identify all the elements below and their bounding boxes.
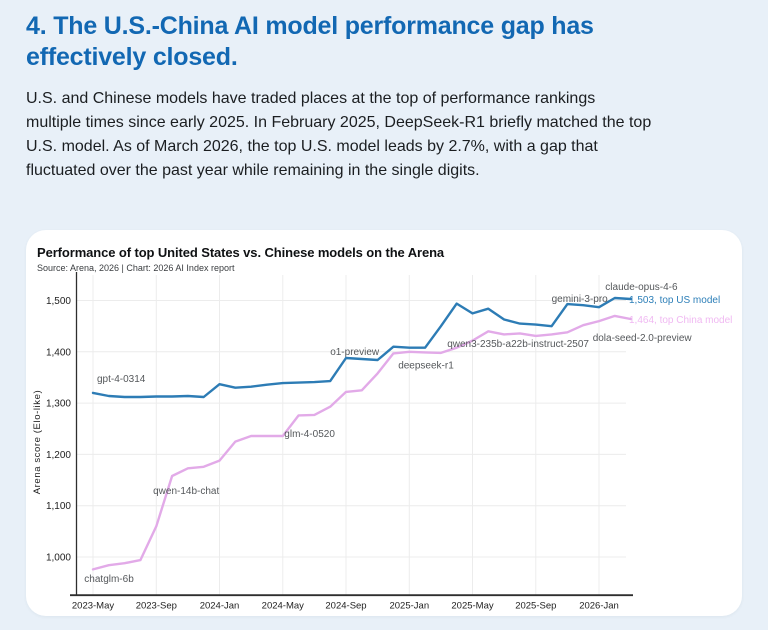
body-line-1: U.S. and Chinese models have traded plac… <box>26 90 596 107</box>
x-tick-label: 2025-May <box>451 601 493 612</box>
y-tick-label: 1,300 <box>46 399 71 410</box>
body-line-3: U.S. model. As of March 2026, the top U.… <box>26 138 598 156</box>
section-body: U.S. and Chinese models have traded plac… <box>26 87 746 183</box>
annotation-gemini-3-pro: gemini-3-pro <box>552 294 609 305</box>
annotation-claude-opus-4-6: claude-opus-4-6 <box>605 282 678 293</box>
section-heading: 4. The U.S.-China AI model performance g… <box>26 11 686 73</box>
chart-title: Performance of top United States vs. Chi… <box>37 245 445 260</box>
y-axis-title: Arena score (Elo-like) <box>32 390 43 495</box>
annotation-qwen-14b-chat: qwen-14b-chat <box>153 486 219 497</box>
x-tick-label: 2024-Sep <box>325 601 366 612</box>
annotation-glm-4-0520: glm-4-0520 <box>284 429 335 440</box>
chart-card: 1,000 1,100 1,200 1,300 1,400 1,500 2023-May 20… <box>26 230 742 616</box>
top-china-model-line <box>91 314 632 571</box>
top-us-model-line <box>91 296 632 399</box>
annotation-qwen3-235b-a22b-instruct-2507: qwen3-235b-a22b-instruct-2507 <box>447 339 589 350</box>
annotation-o1-preview: o1-preview <box>330 347 380 358</box>
annotation-deepseek-r1: deepseek-r1 <box>398 360 454 371</box>
y-tick-label: 1,100 <box>46 501 71 512</box>
annotation-1-464-top-china-model: 1,464, top China model <box>629 315 732 326</box>
y-tick-label: 1,200 <box>46 450 71 461</box>
x-tick-label: 2025-Jan <box>389 601 429 612</box>
body-line-2: multiple times since early 2025. In Febr… <box>26 114 652 132</box>
annotation-gpt-4-0314: gpt-4-0314 <box>97 374 146 385</box>
line-chart: 1,000 1,100 1,200 1,300 1,400 1,500 2023-May 20… <box>32 272 732 612</box>
x-tick-label: 2026-Jan <box>579 601 619 612</box>
x-tick-label: 2025-Sep <box>515 601 556 612</box>
y-tick-label: 1,500 <box>46 296 71 307</box>
y-tick-label: 1,000 <box>46 553 71 564</box>
x-tick-label: 2023-Sep <box>136 601 177 612</box>
annotation-chatglm-6b: chatglm-6b <box>84 574 134 585</box>
x-tick-label: 2024-May <box>262 601 304 612</box>
y-tick-label: 1,400 <box>46 347 71 358</box>
x-tick-label: 2023-May <box>72 601 114 612</box>
x-tick-label: 2024-Jan <box>200 601 240 612</box>
annotation-1-503-top-us-model: 1,503, top US model <box>629 295 720 306</box>
heading-line-2: effectively closed. <box>26 43 238 71</box>
heading-line-1: 4. The U.S.-China AI model performance g… <box>26 12 594 40</box>
annotation-dola-seed-2-0-preview: dola-seed-2.0-preview <box>593 333 693 344</box>
chart-source: Source: Arena, 2026 | Chart: 2026 AI Ind… <box>37 263 235 273</box>
body-line-4: fluctuated over the past year while rema… <box>26 162 480 180</box>
